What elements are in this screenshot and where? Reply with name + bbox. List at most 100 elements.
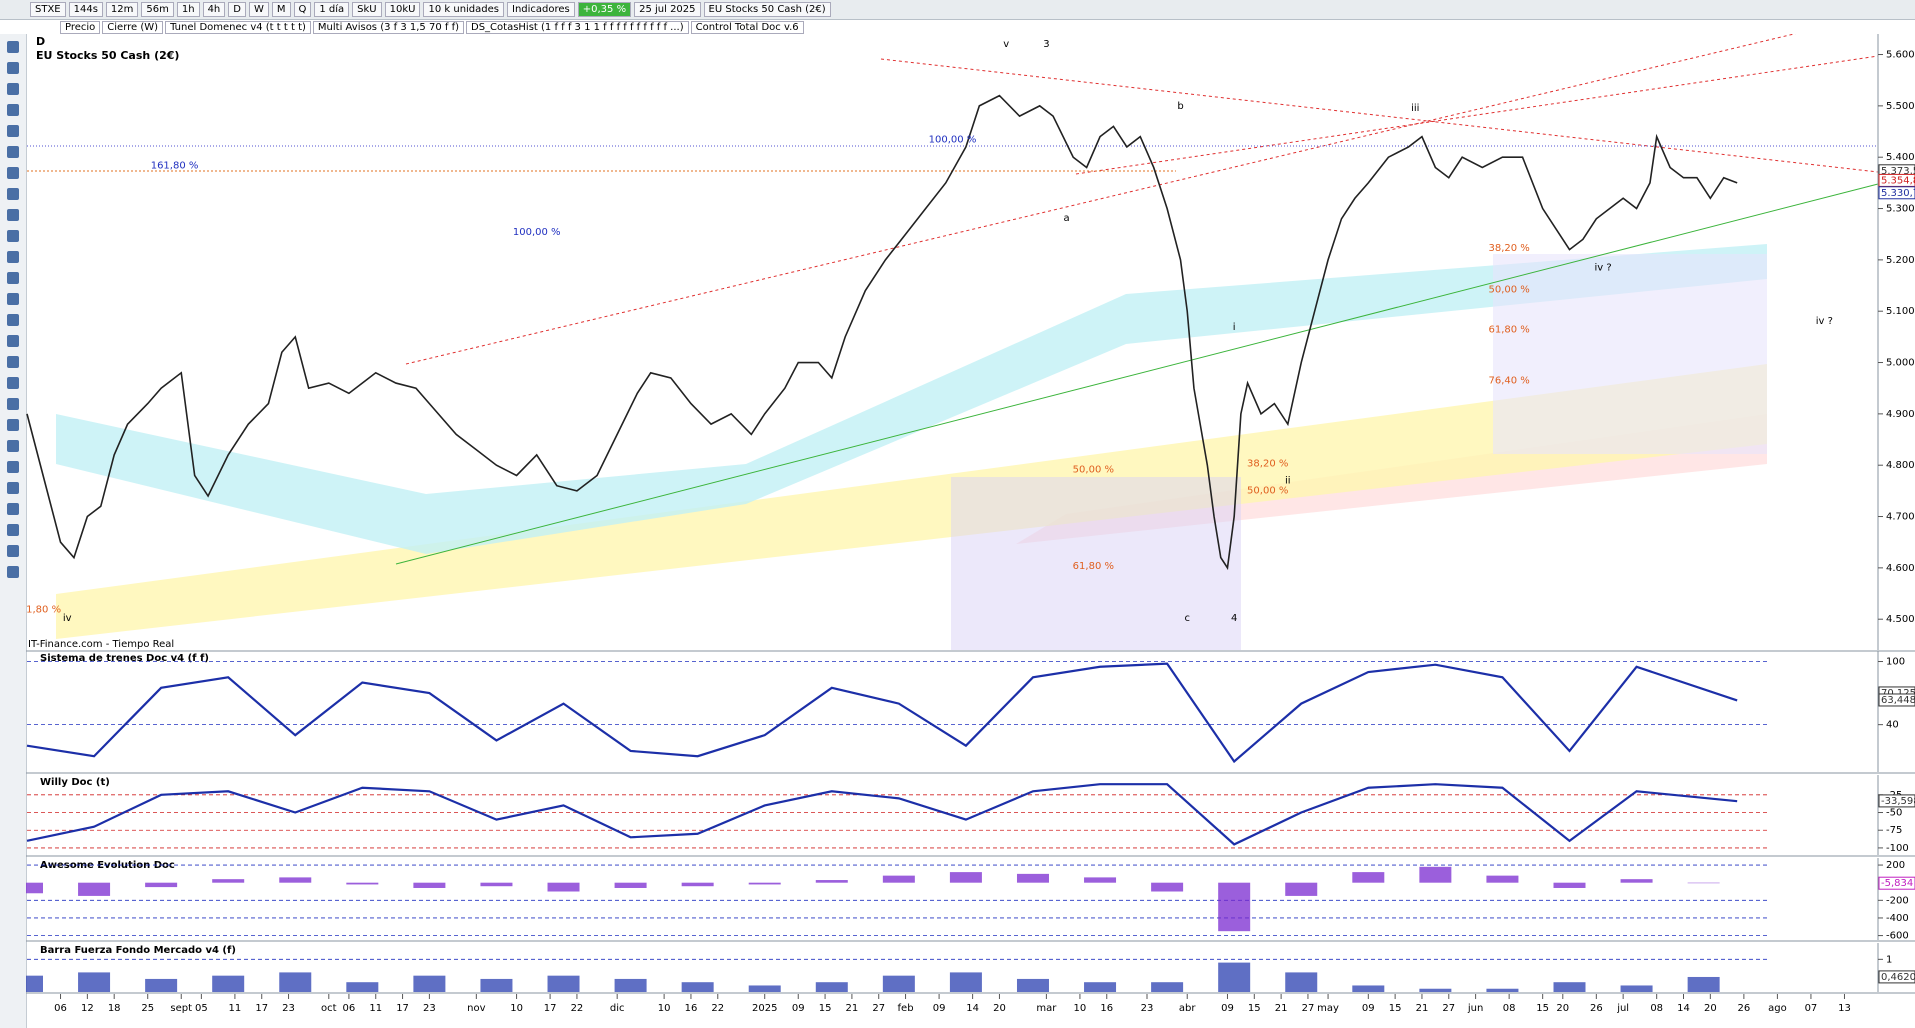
tool[interactable] — [7, 167, 19, 179]
toolbar: STXE 144s 12m 56m 1h 4h D W M Q 1 día SkU 10kU 10 k u… — [0, 0, 1915, 20]
tool[interactable] — [7, 461, 19, 473]
tool[interactable] — [7, 566, 19, 578]
bar — [1285, 972, 1318, 992]
tool[interactable] — [7, 419, 19, 431]
tool[interactable] — [7, 482, 19, 494]
bar — [748, 882, 781, 885]
tool[interactable] — [7, 41, 19, 53]
indicator-tab[interactable]: DS_CotasHist (1 f f f 3 1 1 f f f f f f … — [466, 20, 689, 34]
x-tick-label: 18 — [108, 1003, 121, 1014]
tool[interactable] — [7, 83, 19, 95]
instrument: EU Stocks 50 Cash (2€) — [36, 49, 179, 62]
toolbar-button[interactable]: 56m — [141, 2, 174, 17]
tool[interactable] — [7, 104, 19, 116]
panel-title: Awesome Evolution Doc — [40, 860, 175, 871]
tool[interactable] — [7, 62, 19, 74]
indicator-tab[interactable]: Precio — [60, 20, 101, 34]
bar — [346, 982, 379, 992]
bar — [1218, 882, 1251, 932]
tool[interactable] — [7, 335, 19, 347]
wave-label: a — [1063, 213, 1069, 224]
chart-area: D EU Stocks 50 Cash (2€) IT-Finance.com … — [26, 34, 1915, 1014]
fib-label: 61,80 % — [1073, 561, 1114, 572]
toolbar-button[interactable]: Q — [293, 2, 312, 17]
price-tag — [1878, 693, 1915, 707]
wave-label: 3 — [1043, 39, 1049, 50]
fib-label: 100,00 % — [929, 135, 977, 146]
x-tick-label: 21 — [1275, 1003, 1288, 1014]
toolbar-button[interactable]: 1h — [176, 2, 200, 17]
tool[interactable] — [7, 398, 19, 410]
x-tick-label: 08 — [1650, 1003, 1663, 1014]
toolbar-button[interactable]: +0,35 % — [577, 2, 632, 17]
bar — [26, 882, 43, 894]
indicator-tab[interactable]: Cierre (W) — [102, 20, 164, 34]
toolbar-button[interactable]: 144s — [68, 2, 103, 17]
y-tick-label: 4.500 — [1886, 614, 1915, 625]
toolbar-button[interactable]: 12m — [105, 2, 139, 17]
indicator-tab[interactable]: Multi Avisos (3 f 3 1,5 70 f f) — [312, 20, 464, 34]
toolbar-button[interactable]: 25 jul 2025 — [634, 2, 701, 17]
tool[interactable] — [7, 272, 19, 284]
indicator-tab[interactable]: Tunel Domenec v4 (t t t t t) — [165, 20, 311, 34]
x-tick-label: oct — [321, 1003, 337, 1014]
tool[interactable] — [7, 188, 19, 200]
x-tick-label: 17 — [255, 1003, 268, 1014]
toolbar-button[interactable]: SkU — [352, 2, 382, 17]
toolbar-button[interactable]: EU Stocks 50 Cash (2€) — [703, 2, 831, 17]
x-tick-label: 06 — [343, 1003, 356, 1014]
toolbar-button[interactable]: 10 k unidades — [423, 2, 504, 17]
period: D — [36, 35, 45, 48]
y-tick-label: 4.800 — [1886, 460, 1915, 471]
toolbar-button[interactable]: 1 día — [314, 2, 350, 17]
tool[interactable] — [7, 251, 19, 263]
tool[interactable] — [7, 146, 19, 158]
tool[interactable] — [7, 356, 19, 368]
price-tag-label: 5.373,5 — [1881, 166, 1915, 177]
tool[interactable] — [7, 125, 19, 137]
y-tick-label: 4.700 — [1886, 512, 1915, 523]
tool[interactable] — [7, 293, 19, 305]
tool[interactable] — [7, 377, 19, 389]
bar — [1419, 866, 1452, 883]
price-tag-label: -33,598 — [1881, 796, 1915, 807]
tool[interactable] — [7, 524, 19, 536]
trendline — [880, 58, 1879, 173]
x-tick-label: feb — [898, 1003, 914, 1014]
y-tick-label: 5.300 — [1886, 204, 1915, 215]
tool[interactable] — [7, 503, 19, 515]
x-tick-label: 22 — [711, 1003, 724, 1014]
price-tag — [1878, 876, 1915, 890]
toolbar-button[interactable]: Indicadores — [507, 2, 575, 17]
x-tick-label: 20 — [1556, 1003, 1569, 1014]
bar — [1151, 982, 1184, 992]
indicator-tab[interactable]: Control Total Doc v.6 — [690, 20, 804, 34]
y-tick-label: 5.400 — [1886, 152, 1915, 163]
tool[interactable] — [7, 209, 19, 221]
x-tick-label: 10 — [1074, 1003, 1087, 1014]
fib-label: 50,00 % — [1488, 285, 1529, 296]
x-tick-label: 15 — [1389, 1003, 1402, 1014]
x-tick-label: 10 — [658, 1003, 671, 1014]
tool[interactable] — [7, 314, 19, 326]
toolbar-button[interactable]: D — [228, 2, 246, 17]
fib-label: 61,80 % — [1488, 325, 1529, 336]
bar — [949, 972, 982, 992]
tool[interactable] — [7, 230, 19, 242]
toolbar-button[interactable]: W — [248, 2, 269, 17]
toolbar-button[interactable]: 10kU — [384, 2, 421, 17]
bar — [1016, 978, 1049, 992]
toolbar-button[interactable]: STXE — [30, 2, 66, 17]
toolbar-button[interactable]: 4h — [202, 2, 226, 17]
bar — [1352, 985, 1385, 992]
band — [56, 244, 1767, 554]
tool[interactable] — [7, 545, 19, 557]
bar — [78, 972, 111, 992]
x-tick-label: 23 — [1141, 1003, 1154, 1014]
toolbar-button[interactable]: M — [271, 2, 291, 17]
tool[interactable] — [7, 440, 19, 452]
bar — [1620, 985, 1653, 992]
bar — [882, 875, 915, 883]
bar — [949, 872, 982, 883]
bar — [480, 978, 513, 992]
